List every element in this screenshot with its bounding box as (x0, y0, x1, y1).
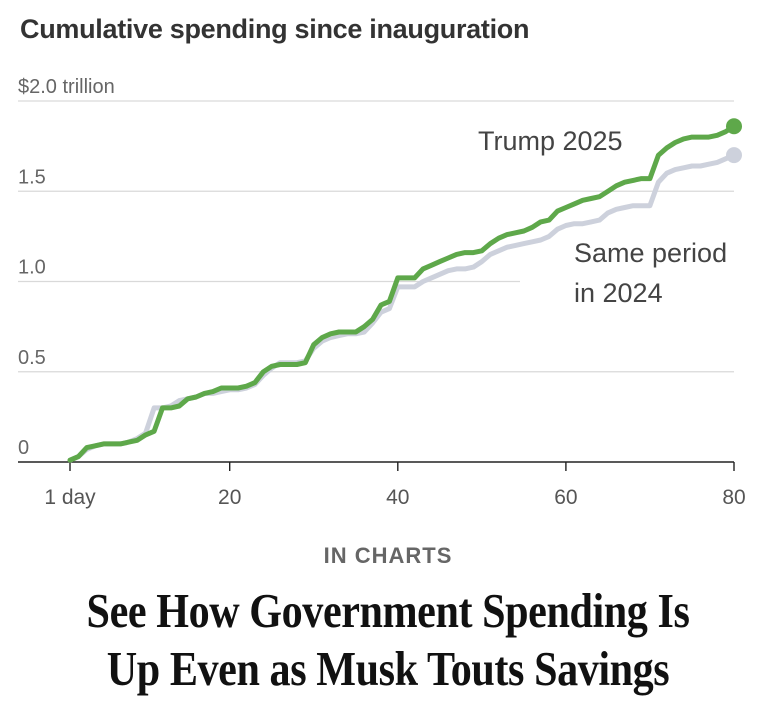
article-headline[interactable]: See How Government Spending Is Up Even a… (54, 582, 721, 698)
section-kicker[interactable]: IN CHARTS (323, 543, 453, 568)
y-tick-label-3: 1.5 (18, 166, 46, 188)
chart-title: Cumulative spending since inauguration (20, 14, 530, 44)
series-line-0 (67, 152, 737, 463)
y-tick-label-4: $2.0 trillion (18, 76, 115, 98)
headline-line-1[interactable]: See How Government Spending Is (86, 583, 690, 638)
x-tick-label-0: 1 day (44, 486, 96, 509)
x-tick-label-3: 60 (554, 486, 577, 509)
series-endpoint-0 (726, 147, 742, 164)
headline-line-2[interactable]: Up Even as Musk Touts Savings (106, 641, 670, 696)
series-label-2024-line-2: in 2024 (574, 278, 663, 308)
y-tick-label-1: 0.5 (18, 347, 46, 369)
y-tick-label-0: 0 (18, 437, 29, 459)
x-tick-label-2: 40 (386, 486, 409, 509)
series-line-1 (67, 123, 737, 463)
series-label-2024-line-1: Same period (574, 238, 727, 268)
series-label-trump-2025: Trump 2025 (478, 126, 623, 156)
x-tick-label-4: 80 (722, 486, 745, 509)
spending-chart: 0 0.5 1.0 1.5 $2.0 trillion 1 day 20 40 60 80 Trum… (18, 76, 746, 509)
series-endpoint-1 (726, 118, 742, 135)
x-tick-label-1: 20 (218, 486, 241, 509)
y-tick-label-2: 1.0 (18, 257, 46, 279)
